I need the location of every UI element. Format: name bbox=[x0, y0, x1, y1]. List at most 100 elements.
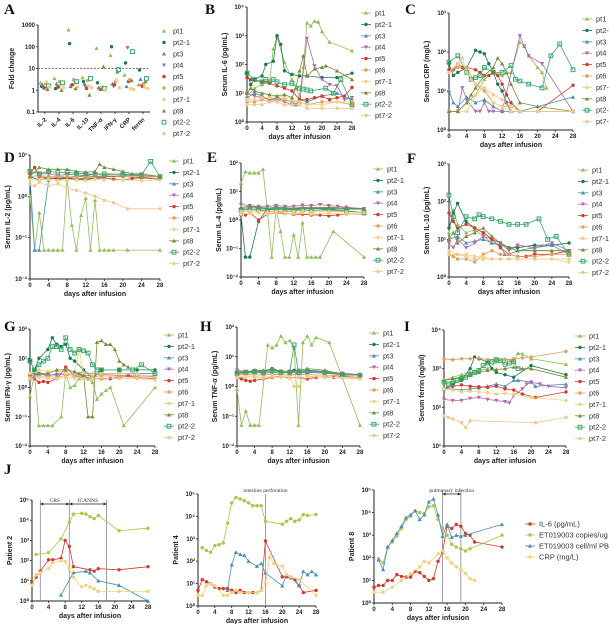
data-point bbox=[545, 236, 550, 242]
series-line bbox=[449, 57, 574, 112]
data-point bbox=[482, 97, 487, 102]
data-point bbox=[467, 372, 473, 378]
data-point bbox=[244, 378, 248, 383]
data-point bbox=[459, 524, 463, 528]
data-point bbox=[327, 209, 331, 214]
data-point bbox=[67, 566, 71, 571]
data-point bbox=[498, 252, 503, 257]
data-point bbox=[450, 214, 456, 220]
y-tick-label: 10⁵ bbox=[20, 498, 30, 504]
data-point bbox=[455, 237, 460, 242]
data-point bbox=[446, 88, 452, 93]
data-point bbox=[482, 65, 487, 70]
data-point bbox=[293, 86, 298, 90]
data-point bbox=[305, 106, 309, 110]
x-tick-label: 4 bbox=[213, 610, 217, 616]
data-point bbox=[271, 59, 275, 63]
legend-marker bbox=[375, 166, 381, 171]
legend-item: pt2-2 bbox=[373, 256, 404, 265]
data-point bbox=[54, 81, 59, 86]
legend-label: pt2-2 bbox=[596, 106, 609, 115]
y-tick-label: 10⁰ bbox=[235, 119, 245, 126]
data-point bbox=[81, 371, 86, 376]
x-tick-label: 8 bbox=[63, 605, 67, 611]
legend-item: pt7-1 bbox=[575, 400, 606, 409]
y-tick-label: 10¹ bbox=[18, 355, 27, 362]
legend-item: pt6 bbox=[162, 84, 183, 93]
legend-marker bbox=[580, 258, 586, 264]
legend-item: pt1 bbox=[369, 329, 393, 338]
data-point bbox=[94, 46, 99, 50]
data-point bbox=[500, 73, 505, 78]
data-point bbox=[51, 560, 55, 565]
legend-item: pt7-2 bbox=[575, 434, 606, 443]
data-point bbox=[447, 68, 451, 72]
data-point bbox=[459, 376, 464, 382]
data-point bbox=[37, 368, 41, 372]
data-point bbox=[512, 375, 516, 379]
y-tick-label: 10⁻² bbox=[226, 274, 238, 281]
legend-item: pt7-1 bbox=[169, 225, 200, 234]
data-point bbox=[260, 167, 266, 172]
data-point bbox=[54, 367, 59, 372]
data-point bbox=[468, 389, 472, 393]
x-tick-label: 28 bbox=[313, 610, 320, 616]
y-axis-label: Patient 2 bbox=[7, 536, 14, 565]
series-line bbox=[378, 505, 503, 564]
data-point bbox=[486, 109, 491, 114]
data-point bbox=[490, 248, 494, 253]
legend-label: pt3 bbox=[387, 187, 397, 196]
data-point bbox=[454, 522, 458, 527]
data-point bbox=[455, 257, 460, 261]
data-point bbox=[145, 86, 150, 91]
panel-b: B 10⁰ 10¹ 10² 10³ 10⁴ Serum IL-6 (pg/mL) 0 4 8 12 1… bbox=[205, 2, 392, 141]
data-point bbox=[65, 174, 69, 178]
x-tick-label: 16 bbox=[262, 610, 269, 616]
data-point bbox=[523, 221, 529, 227]
data-point bbox=[238, 180, 244, 185]
data-point bbox=[446, 59, 452, 65]
data-point bbox=[54, 344, 60, 350]
data-point bbox=[524, 382, 529, 387]
data-point bbox=[46, 177, 51, 181]
x-tick-label: 8 bbox=[65, 283, 69, 289]
data-point bbox=[320, 94, 324, 98]
x-tick-label: 4 bbox=[464, 281, 468, 287]
x-tick-label: 20 bbox=[531, 281, 538, 287]
panel-letter: H bbox=[200, 319, 212, 335]
x-tick-label: 12 bbox=[80, 450, 87, 456]
data-point bbox=[83, 569, 88, 573]
legend-marker bbox=[162, 86, 166, 90]
legend-item: pt6 bbox=[575, 389, 599, 398]
data-point bbox=[139, 172, 144, 178]
data-point bbox=[567, 257, 571, 261]
data-point bbox=[28, 376, 32, 381]
data-point bbox=[477, 73, 483, 78]
data-point bbox=[564, 390, 568, 394]
legend-marker bbox=[580, 247, 586, 252]
data-point bbox=[225, 521, 230, 525]
data-point bbox=[242, 553, 247, 558]
data-point bbox=[36, 362, 42, 368]
legend-label: pt7-2 bbox=[178, 433, 195, 442]
legend-marker bbox=[581, 236, 585, 241]
legend-label: pt5 bbox=[178, 376, 188, 385]
x-tick-label: 28 bbox=[499, 607, 506, 613]
data-point bbox=[139, 178, 144, 183]
data-point bbox=[271, 46, 276, 51]
legend-label: pt2-1 bbox=[589, 343, 606, 352]
data-point bbox=[331, 229, 336, 234]
legend-label: pt1 bbox=[387, 165, 397, 174]
data-point bbox=[344, 210, 349, 214]
x-tick-label: 8 bbox=[274, 281, 278, 287]
y-axis-label: Serum ferrin (ng/ml) bbox=[419, 355, 426, 422]
data-point bbox=[58, 347, 64, 352]
data-point bbox=[446, 415, 451, 420]
data-point bbox=[76, 347, 82, 352]
legend-label: pt5 bbox=[596, 60, 606, 69]
y-tick-label: 10¹ bbox=[437, 88, 446, 95]
data-point bbox=[93, 194, 97, 199]
data-point bbox=[255, 590, 259, 595]
legend-label: pt4 bbox=[183, 191, 193, 200]
x-tick-label: 28 bbox=[361, 281, 368, 287]
